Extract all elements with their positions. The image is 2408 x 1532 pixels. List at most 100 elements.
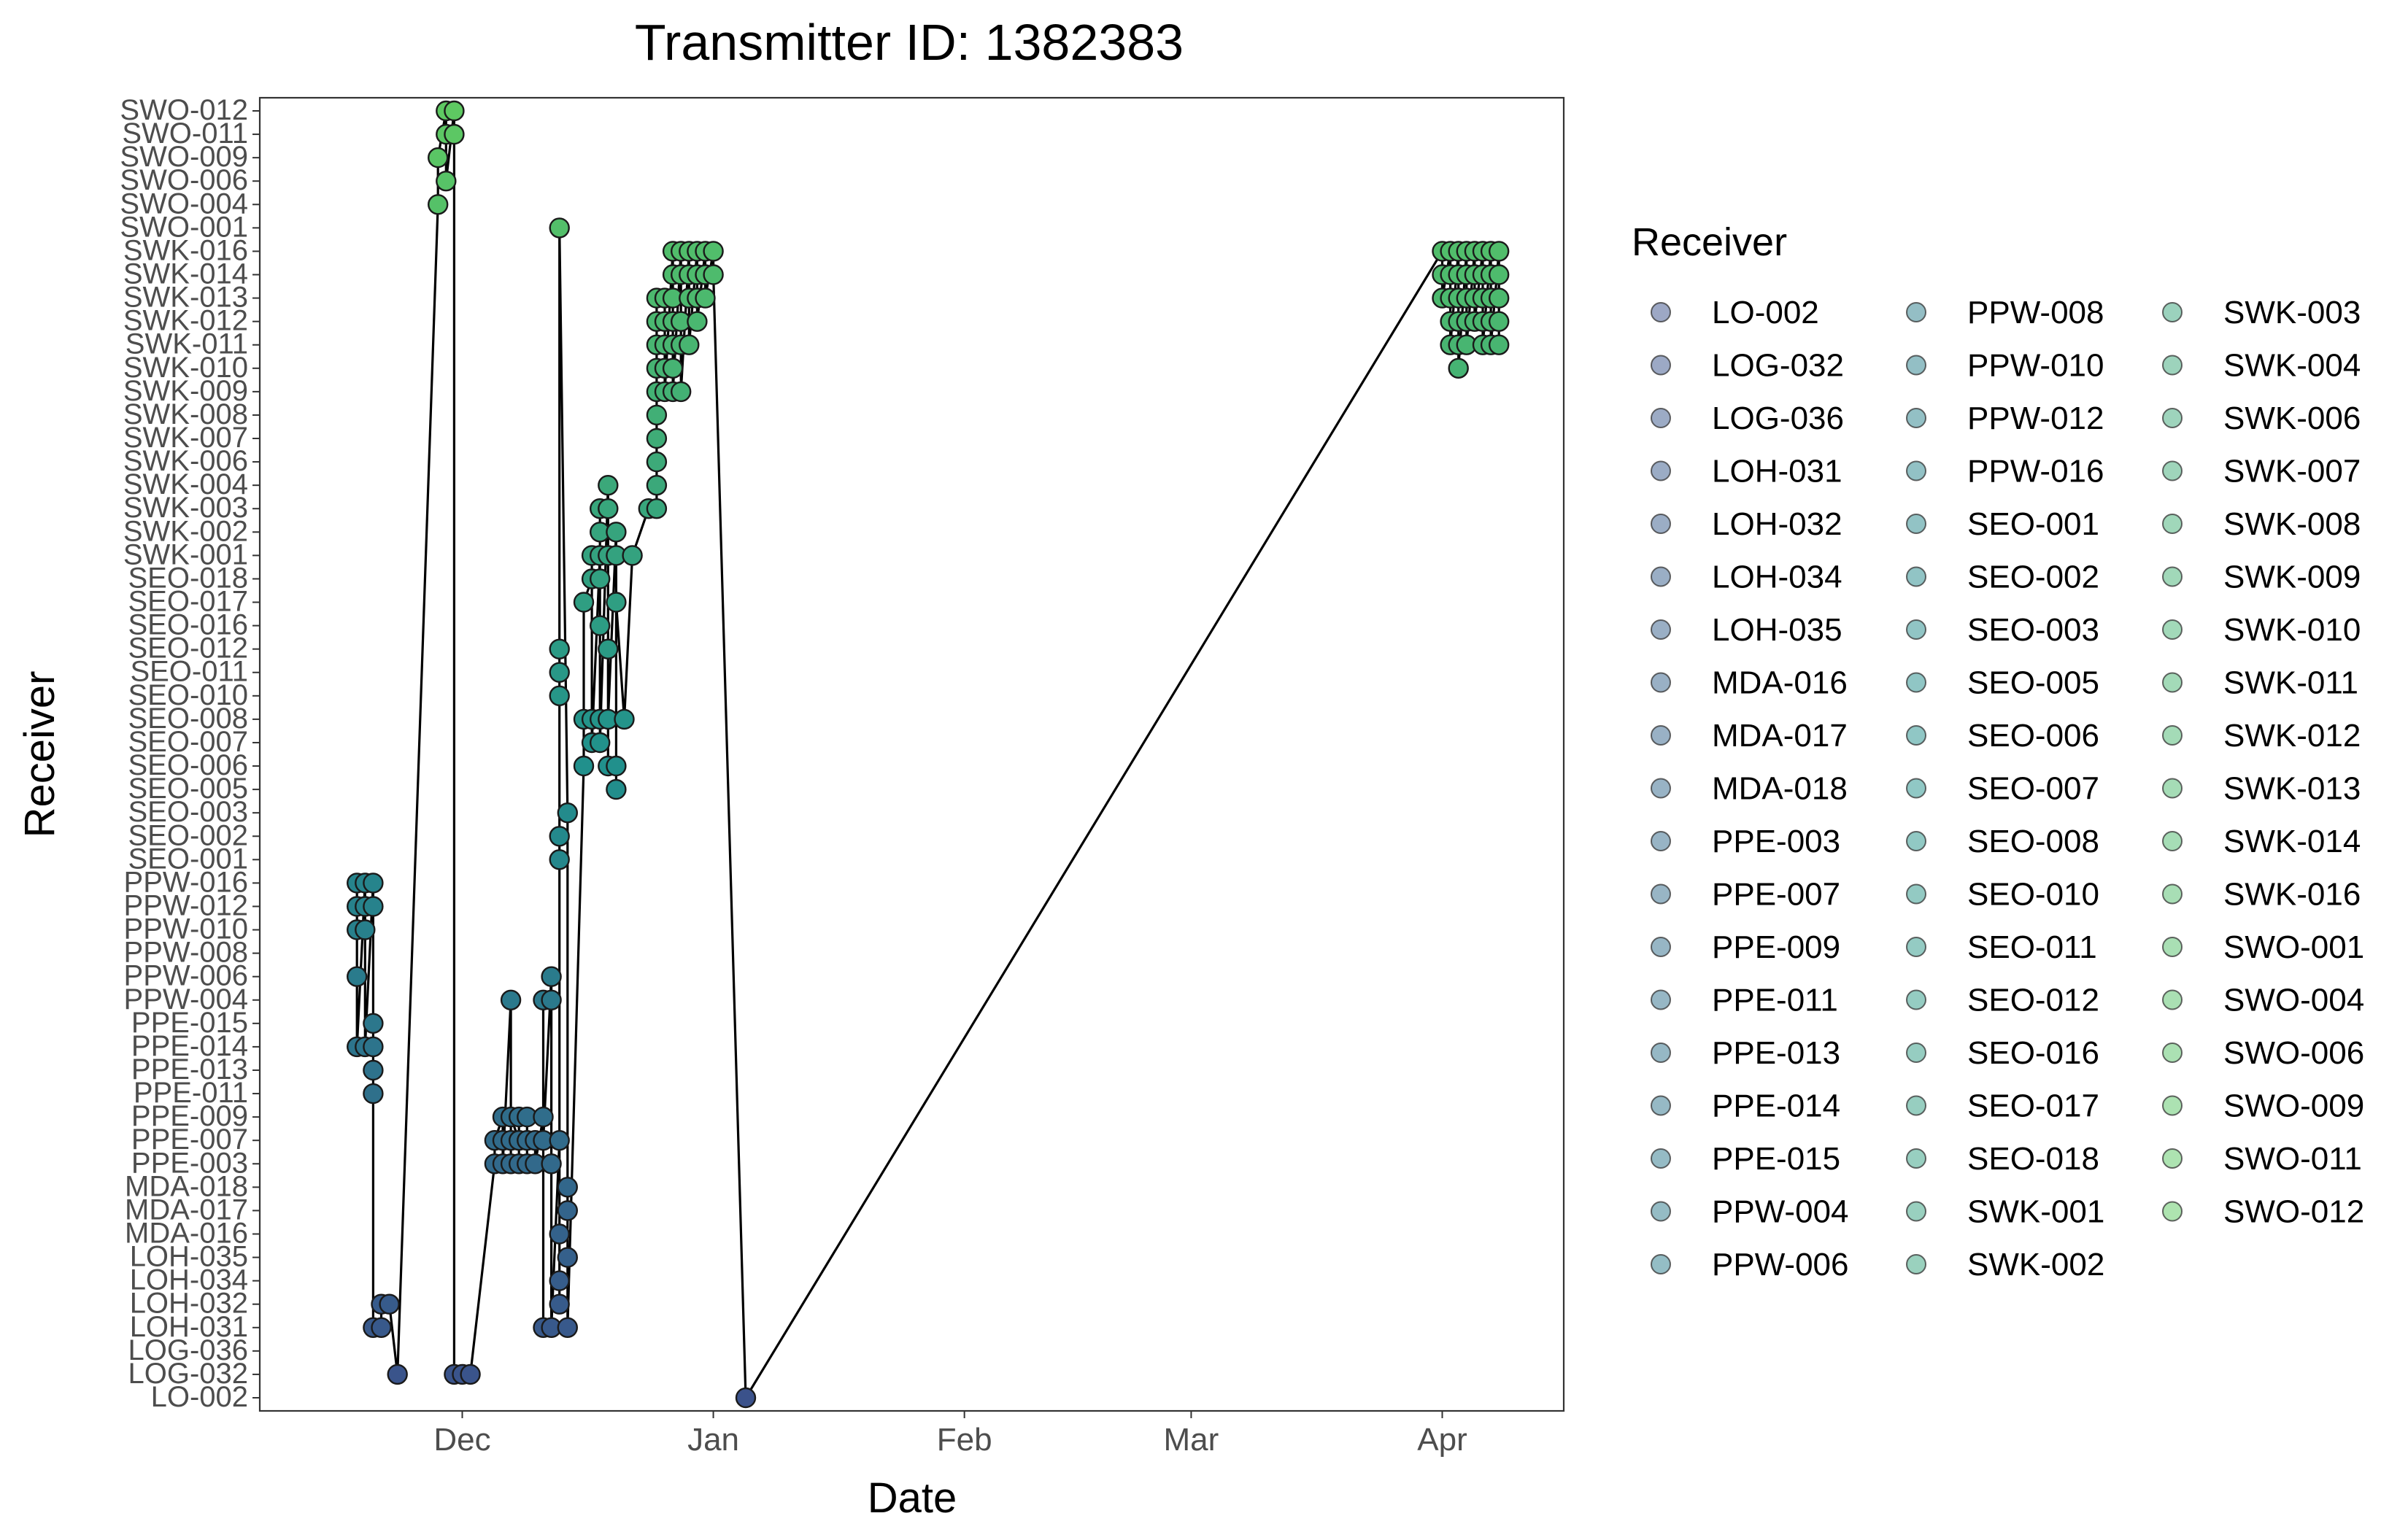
legend-item-seo-006: SEO-006 xyxy=(1906,718,2099,754)
y-tick-label-seo-016: SEO-016 xyxy=(128,609,248,641)
legend-label-swk-001: SWK-001 xyxy=(1967,1194,2104,1230)
legend-label-seo-007: SEO-007 xyxy=(1967,771,2099,807)
legend-key-seo-008 xyxy=(1906,831,1926,851)
detection-point-swk-009 xyxy=(671,381,692,403)
legend-label-ppw-010: PPW-010 xyxy=(1967,348,2104,384)
legend-label-seo-001: SEO-001 xyxy=(1967,506,2099,542)
legend-label-ppe-011: PPE-011 xyxy=(1712,983,1838,1018)
legend-item-seo-017: SEO-017 xyxy=(1906,1088,2099,1124)
detection-point-ppw-006 xyxy=(541,966,562,987)
detection-point-swk-008 xyxy=(646,404,668,426)
legend-key-swk-009 xyxy=(2162,566,2183,587)
legend-item-swk-002: SWK-002 xyxy=(1906,1247,2104,1283)
y-tick-label-swo-004: SWO-004 xyxy=(120,187,248,220)
legend-label-seo-006: SEO-006 xyxy=(1967,718,2099,754)
legend-label-swo-006: SWO-006 xyxy=(2223,1035,2364,1071)
legend-key-seo-001 xyxy=(1906,514,1926,534)
legend-key-seo-003 xyxy=(1906,619,1926,640)
legend-label-swk-003: SWK-003 xyxy=(2223,295,2361,330)
legend-label-swk-010: SWK-010 xyxy=(2223,612,2361,648)
legend-item-swo-011: SWO-011 xyxy=(2162,1141,2362,1177)
y-tick-label-seo-011: SEO-011 xyxy=(130,656,248,688)
detection-point-seo-008 xyxy=(614,708,635,730)
legend-label-loh-032: LOH-032 xyxy=(1712,506,1842,542)
detection-point-swo-006 xyxy=(436,170,457,192)
legend-item-seo-011: SEO-011 xyxy=(1906,929,2097,965)
plot-panel-border xyxy=(258,96,1565,1412)
detection-point-seo-002 xyxy=(549,826,570,847)
legend-label-seo-011: SEO-011 xyxy=(1967,929,2097,965)
detection-point-swk-011 xyxy=(1488,334,1510,355)
legend-item-log-032: LOG-032 xyxy=(1651,348,1844,384)
detection-point-ppw-012 xyxy=(363,896,384,917)
legend-item-swk-012: SWK-012 xyxy=(2162,718,2361,754)
y-tick-label-seo-007: SEO-007 xyxy=(128,726,248,758)
y-tick-label-loh-035: LOH-035 xyxy=(130,1241,248,1273)
y-tick-label-ppw-004: PPW-004 xyxy=(124,983,248,1015)
y-tick-label-lo-002: LO-002 xyxy=(151,1381,248,1413)
legend-key-swk-008 xyxy=(2162,514,2183,534)
legend-item-loh-034: LOH-034 xyxy=(1651,560,1842,595)
legend-key-seo-012 xyxy=(1906,989,1926,1010)
detection-point-loh-032 xyxy=(379,1293,400,1315)
detection-point-loh-034 xyxy=(549,1270,570,1291)
legend-key-seo-016 xyxy=(1906,1042,1926,1063)
detection-point-swo-004 xyxy=(428,194,449,215)
legend-key-lo-002 xyxy=(1651,302,1671,322)
detection-point-log-032 xyxy=(387,1363,408,1385)
legend-label-seo-008: SEO-008 xyxy=(1967,824,2099,859)
legend-key-swk-003 xyxy=(2162,302,2183,322)
legend-label-loh-035: LOH-035 xyxy=(1712,612,1842,648)
y-tick-label-swk-016: SWK-016 xyxy=(123,234,248,266)
legend-item-seo-018: SEO-018 xyxy=(1906,1141,2099,1177)
legend-item-swo-006: SWO-006 xyxy=(2162,1035,2364,1071)
detection-point-ppe-013 xyxy=(363,1059,384,1081)
y-tick-label-seo-012: SEO-012 xyxy=(128,632,248,665)
legend-label-swk-006: SWK-006 xyxy=(2223,401,2361,436)
chart-title: Transmitter ID: 1382383 xyxy=(635,14,1184,71)
y-tick-label-swk-010: SWK-010 xyxy=(123,352,248,384)
legend-item-seo-001: SEO-001 xyxy=(1906,506,2099,542)
legend-item-swo-012: SWO-012 xyxy=(2162,1194,2364,1230)
legend-item-seo-007: SEO-007 xyxy=(1906,771,2099,807)
y-tick-label-swk-014: SWK-014 xyxy=(123,258,248,290)
detection-point-ppw-006 xyxy=(347,966,368,987)
legend-key-seo-017 xyxy=(1906,1095,1926,1116)
legend-label-swo-004: SWO-004 xyxy=(2223,983,2364,1018)
detection-point-ppw-016 xyxy=(363,873,384,894)
detection-point-loh-032 xyxy=(549,1293,570,1315)
legend-key-loh-031 xyxy=(1651,460,1671,481)
y-tick-label-seo-010: SEO-010 xyxy=(128,679,248,711)
detection-point-ppe-014 xyxy=(363,1036,384,1058)
legend-item-seo-003: SEO-003 xyxy=(1906,612,2099,648)
legend-item-mda-018: MDA-018 xyxy=(1651,771,1848,807)
legend-label-ppw-016: PPW-016 xyxy=(1967,454,2104,490)
y-tick-label-seo-006: SEO-006 xyxy=(128,749,248,781)
legend-item-ppw-016: PPW-016 xyxy=(1906,454,2104,490)
legend-item-ppw-006: PPW-006 xyxy=(1651,1247,1849,1283)
legend-label-loh-034: LOH-034 xyxy=(1712,560,1842,595)
legend-item-lo-002: LO-002 xyxy=(1651,295,1819,330)
x-tick-label-dec: Dec xyxy=(433,1422,490,1458)
legend-label-ppe-007: PPE-007 xyxy=(1712,877,1840,913)
legend-label-seo-016: SEO-016 xyxy=(1967,1035,2099,1071)
legend-item-seo-016: SEO-016 xyxy=(1906,1035,2099,1071)
legend-label-loh-031: LOH-031 xyxy=(1712,454,1842,490)
legend-key-swk-013 xyxy=(2162,778,2183,799)
y-tick-label-swk-001: SWK-001 xyxy=(123,538,248,570)
legend-key-ppe-007 xyxy=(1651,883,1671,905)
legend-key-loh-032 xyxy=(1651,514,1671,534)
legend-item-loh-032: LOH-032 xyxy=(1651,506,1842,542)
detection-point-seo-003 xyxy=(557,802,578,824)
legend-items: LO-002 LOG-032 LOG-036 LOH-031 LOH-032 LOH-03… xyxy=(1651,295,2364,1283)
legend-key-swo-004 xyxy=(2162,989,2183,1010)
y-tick-label-swk-007: SWK-007 xyxy=(123,422,248,454)
detection-point-swo-001 xyxy=(549,217,570,239)
detection-point-swk-001 xyxy=(622,545,643,566)
legend-label-swo-009: SWO-009 xyxy=(2223,1088,2364,1124)
legend-key-seo-007 xyxy=(1906,778,1926,799)
y-tick-label-swk-003: SWK-003 xyxy=(123,492,248,524)
detection-point-ppw-010 xyxy=(355,919,376,940)
legend-label-log-032: LOG-032 xyxy=(1712,348,1844,384)
